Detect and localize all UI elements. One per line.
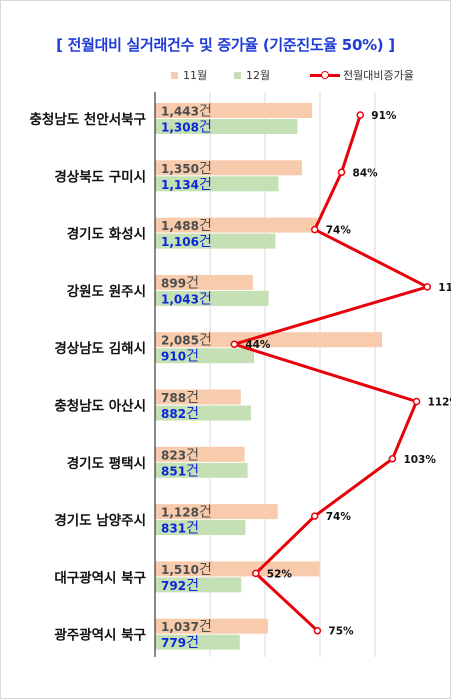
value-label-nov: 899건 xyxy=(161,275,199,291)
rate-marker xyxy=(313,626,322,635)
bar-nov xyxy=(155,332,382,348)
category-label: 충청남도 천안서북구 xyxy=(30,111,146,128)
bar-dec xyxy=(155,176,279,192)
value-label-nov: 1,037건 xyxy=(161,619,212,635)
rate-label: 75% xyxy=(328,626,354,638)
category-label: 경기도 평택시 xyxy=(67,455,146,472)
legend-item-rate: 전월대비증가율 xyxy=(310,67,414,83)
rate-marker xyxy=(423,283,432,291)
category-label: 강원도 원주시 xyxy=(67,283,146,300)
bar-dec xyxy=(155,405,252,421)
bar-dec xyxy=(155,290,269,306)
rate-marker xyxy=(388,455,397,463)
bar-dec xyxy=(155,233,276,249)
rate-marker xyxy=(356,111,365,119)
value-label-nov: 1,128건 xyxy=(161,505,212,521)
value-label-dec: 910건 xyxy=(161,349,199,365)
category-label: 경상북도 구미시 xyxy=(54,168,146,185)
rate-marker xyxy=(310,225,319,234)
rate-marker xyxy=(230,340,239,348)
bar-nov xyxy=(155,561,320,577)
category-label: 경기도 남양주시 xyxy=(54,512,146,529)
value-label-nov: 1,350건 xyxy=(161,161,212,177)
rate-marker xyxy=(252,569,260,578)
legend-label-nov: 11월 xyxy=(183,69,208,82)
rate-marker xyxy=(337,168,346,177)
value-label-dec: 1,106건 xyxy=(161,234,212,250)
value-label-dec: 779건 xyxy=(161,635,199,651)
value-label-nov: 2,085건 xyxy=(161,333,212,349)
bar-dec xyxy=(155,462,248,478)
legend-label-rate: 전월대비증가율 xyxy=(343,69,414,82)
value-label-dec: 831건 xyxy=(161,521,199,537)
value-label-dec: 882건 xyxy=(161,406,199,422)
legend-item-dec: 12월 xyxy=(234,67,270,83)
rate-label: 116% xyxy=(438,282,451,294)
bar-nov xyxy=(155,618,268,634)
rate-label: 112% xyxy=(428,397,451,409)
rate-label: 74% xyxy=(326,225,352,237)
value-label-dec: 851건 xyxy=(161,463,199,479)
rate-label: 84% xyxy=(353,167,379,179)
bar-nov xyxy=(155,504,278,520)
chart-title: [ 전월대비 실거래건수 및 증가율 (기준진도율 50%) ] xyxy=(56,36,395,54)
bar-dec xyxy=(155,577,242,593)
category-label: 광주광역시 북구 xyxy=(54,627,146,644)
rate-label: 103% xyxy=(403,454,436,466)
rate-label: 44% xyxy=(245,339,271,351)
rate-label: 74% xyxy=(326,511,352,523)
rate-marker xyxy=(412,397,421,406)
category-label: 경기도 화성시 xyxy=(67,226,146,243)
bar-nov xyxy=(155,446,245,462)
value-label-nov: 1,443건 xyxy=(161,104,212,120)
value-label-dec: 1,043건 xyxy=(161,291,212,307)
bar-nov xyxy=(155,389,241,405)
bar-dec xyxy=(155,119,298,134)
bar-nov xyxy=(155,217,318,233)
bar-nov xyxy=(155,160,302,176)
category-label: 대구광역시 북구 xyxy=(54,569,146,586)
value-label-nov: 788건 xyxy=(161,390,199,406)
legend-line-rate xyxy=(310,71,340,79)
bar-nov xyxy=(155,103,313,118)
value-label-dec: 792건 xyxy=(161,578,199,594)
value-label-nov: 1,488건 xyxy=(161,218,212,234)
legend-swatch-dec xyxy=(234,71,241,79)
legend-label-dec: 12월 xyxy=(246,69,271,82)
category-label: 충청남도 아산시 xyxy=(54,398,146,415)
bar-nov xyxy=(155,274,253,290)
value-label-dec: 1,134건 xyxy=(161,177,212,193)
category-label: 경상남도 김해시 xyxy=(54,340,146,357)
value-label-nov: 1,510건 xyxy=(161,562,212,578)
rate-marker xyxy=(310,512,319,520)
legend-swatch-nov xyxy=(171,71,178,79)
chart-legend: 11월 12월 전월대비증가율 xyxy=(0,64,451,84)
rate-label: 91% xyxy=(371,110,397,122)
rate-line xyxy=(232,114,429,632)
value-label-nov: 823건 xyxy=(161,447,199,463)
legend-item-nov: 11월 xyxy=(171,67,207,83)
bar-dec xyxy=(155,520,246,536)
value-label-dec: 1,308건 xyxy=(161,120,212,136)
rate-label: 52% xyxy=(267,568,293,580)
bar-dec xyxy=(155,634,240,650)
bar-dec xyxy=(155,348,255,364)
